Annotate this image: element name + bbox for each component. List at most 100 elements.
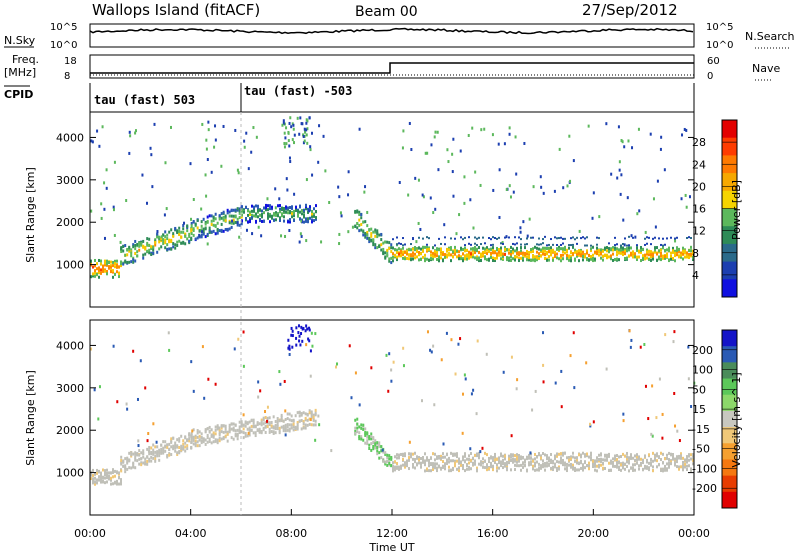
freq-trace — [90, 62, 694, 74]
velocity-cell — [138, 457, 141, 461]
power-cell — [646, 236, 648, 239]
power-cell — [500, 253, 502, 257]
velocity-cell — [170, 439, 173, 443]
power-cell — [94, 269, 96, 273]
velocity-cell — [464, 454, 466, 458]
nsky-panel-frame — [89, 23, 695, 48]
velocity-cell — [160, 450, 163, 454]
velocity-cell — [646, 465, 648, 469]
power-cell — [656, 179, 659, 183]
velocity-cell — [283, 379, 286, 383]
power-cell — [584, 244, 586, 247]
velocity-cell — [138, 462, 141, 466]
velocity-cell — [568, 463, 570, 467]
velocity-cell — [110, 482, 112, 486]
power-cell — [172, 242, 175, 246]
power-cell — [116, 259, 118, 263]
power-cell — [390, 243, 393, 247]
velocity-cell — [556, 468, 558, 472]
velocity-cell — [476, 452, 478, 456]
power-cell — [454, 245, 456, 249]
power-cell — [269, 220, 271, 224]
velocity-cell — [350, 396, 353, 400]
power-cell — [492, 188, 495, 192]
power-cell — [106, 272, 108, 276]
velocity-cell — [482, 465, 484, 469]
velocity-cell — [504, 454, 506, 458]
velocity-cell — [670, 460, 672, 464]
velocity-cell — [673, 391, 676, 395]
velocity-cell — [254, 425, 257, 429]
power-cell — [285, 205, 287, 209]
power-cell — [414, 256, 416, 260]
velocity-cell — [311, 344, 314, 348]
velocity-cell — [368, 446, 371, 450]
power-cell — [308, 209, 311, 213]
power-cell — [518, 253, 520, 257]
power-cell — [468, 236, 470, 239]
power-cell — [492, 236, 494, 239]
colorbar-tick-label: 200 — [692, 344, 713, 357]
power-cell — [234, 220, 237, 224]
velocity-cell — [544, 464, 546, 468]
power-cell — [110, 264, 112, 268]
power-cell — [283, 142, 286, 146]
power-cell — [548, 246, 550, 250]
power-cell — [212, 229, 215, 233]
velocity-cell — [200, 432, 203, 436]
power-cell — [434, 130, 437, 134]
power-cell — [463, 175, 466, 179]
power-cell — [538, 237, 540, 240]
power-cell — [412, 247, 414, 251]
velocity-cell — [264, 430, 267, 434]
velocity-cell — [318, 423, 321, 427]
velocity-cell — [662, 461, 664, 465]
velocity-cell — [464, 469, 466, 473]
power-cell — [307, 210, 309, 214]
power-cell — [236, 223, 239, 227]
velocity-cell — [272, 431, 275, 435]
power-cell — [592, 191, 595, 195]
power-cell — [358, 223, 361, 227]
velocity-cell — [598, 465, 600, 469]
power-cell — [402, 246, 404, 250]
velocity-cell — [536, 455, 538, 459]
velocity-cell — [370, 366, 373, 370]
power-cell — [658, 257, 660, 261]
velocity-cell — [684, 462, 686, 466]
velocity-cell — [531, 408, 534, 412]
power-cell — [528, 256, 530, 260]
velocity-cell — [97, 417, 100, 421]
velocity-cell — [582, 463, 584, 467]
velocity-cell — [120, 458, 123, 462]
velocity-cell — [428, 458, 430, 462]
velocity-cell — [96, 478, 98, 482]
velocity-cell — [490, 465, 492, 469]
velocity-cell — [335, 365, 338, 369]
velocity-cell — [176, 445, 179, 449]
power-cell — [458, 213, 461, 217]
power-cell — [546, 244, 548, 247]
power-cell — [542, 238, 544, 241]
power-cell — [472, 255, 474, 259]
power-cell — [398, 254, 400, 258]
velocity-cell — [640, 457, 642, 461]
velocity-cell — [588, 461, 590, 465]
velocity-cell — [434, 458, 436, 462]
velocity-cell — [538, 466, 540, 470]
power-cell — [96, 262, 98, 266]
velocity-cell — [98, 478, 100, 482]
velocity-cell — [142, 449, 145, 453]
velocity-cell — [546, 461, 548, 465]
power-cell — [426, 236, 428, 239]
power-cell — [640, 250, 642, 254]
power-cell — [234, 214, 237, 218]
power-cell — [598, 237, 600, 240]
power-cell — [243, 139, 246, 143]
velocity-cell — [682, 456, 684, 460]
power-cell — [582, 255, 584, 259]
power-cell — [548, 255, 550, 259]
power-cell — [150, 246, 153, 250]
velocity-cell — [394, 465, 396, 469]
